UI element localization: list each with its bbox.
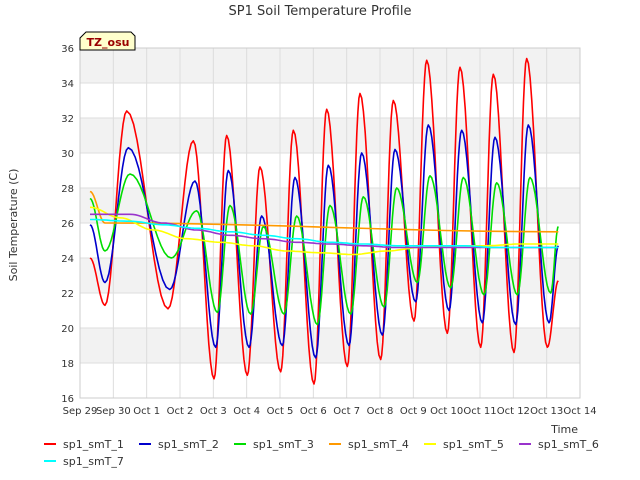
- plot-background-bands: [80, 48, 580, 398]
- legend-label-sp1_smT_4: sp1_smT_4: [348, 438, 409, 451]
- y-axis-ticks: 16 18 20 22 24 26 28 30 32 34 36: [61, 44, 74, 405]
- legend-label-sp1_smT_2: sp1_smT_2: [158, 438, 219, 451]
- x-tick-label: Oct 4: [233, 406, 260, 417]
- y-tick-label: 36: [61, 44, 74, 55]
- y-tick-label: 34: [61, 79, 74, 90]
- y-tick-label: 18: [61, 359, 74, 370]
- annotation-box: TZ_osu: [79, 31, 136, 51]
- y-tick-label: 28: [61, 184, 74, 195]
- x-tick-label: Oct 11: [463, 406, 496, 417]
- legend-label-sp1_smT_7: sp1_smT_7: [63, 455, 124, 468]
- legend-label-sp1_smT_6: sp1_smT_6: [538, 438, 599, 451]
- x-tick-label: Oct 2: [167, 406, 194, 417]
- legend-label-sp1_smT_1: sp1_smT_1: [63, 438, 124, 451]
- series-line-sp1_smT_7: [90, 218, 559, 249]
- y-tick-label: 30: [61, 149, 74, 160]
- series-layer: [89, 57, 560, 385]
- x-tick-label: Oct 6: [300, 406, 327, 417]
- plot-band: [80, 258, 580, 293]
- x-tick-label: Oct 12: [497, 406, 530, 417]
- x-tick-label: Oct 3: [200, 406, 227, 417]
- y-tick-label: 26: [61, 219, 74, 230]
- x-tick-label: Oct 13: [530, 406, 563, 417]
- legend-label-sp1_smT_5: sp1_smT_5: [443, 438, 504, 451]
- y-tick-label: 16: [61, 394, 74, 405]
- legend: sp1_smT_1 sp1_smT_2 sp1_smT_3 sp1_smT_4 sp1_…: [44, 438, 599, 468]
- plot-band: [80, 293, 580, 328]
- x-tick-label: Oct 10: [430, 406, 463, 417]
- y-tick-label: 22: [61, 289, 74, 300]
- x-tick-label: Oct 14: [563, 406, 596, 417]
- y-tick-label: 32: [61, 114, 74, 125]
- x-tick-label: Oct 5: [267, 406, 294, 417]
- x-tick-label: Oct 1: [133, 406, 160, 417]
- plot-frame: [79, 47, 581, 399]
- y-axis-label: Soil Temperature (C): [7, 169, 20, 282]
- plot-band: [80, 83, 580, 118]
- annotation-label: TZ_osu: [87, 36, 130, 49]
- x-tick-label: Sep 29: [63, 406, 98, 417]
- y-tick-label: 20: [61, 324, 74, 335]
- x-axis-label: Time: [550, 423, 578, 436]
- x-tick-label: Sep 30: [96, 406, 131, 417]
- plot-band: [80, 328, 580, 363]
- chart-title: SP1 Soil Temperature Profile: [229, 4, 412, 19]
- plot-band: [80, 48, 580, 83]
- legend-label-sp1_smT_3: sp1_smT_3: [253, 438, 314, 451]
- plot-band: [80, 223, 580, 258]
- plot-band: [80, 363, 580, 398]
- x-tick-label: Oct 7: [333, 406, 360, 417]
- y-tick-label: 24: [61, 254, 74, 265]
- x-tick-label: Oct 9: [400, 406, 427, 417]
- series-line-sp1_smT_3: [89, 173, 560, 326]
- series-line-sp1_smT_4: [89, 190, 559, 233]
- x-tick-label: Oct 8: [367, 406, 394, 417]
